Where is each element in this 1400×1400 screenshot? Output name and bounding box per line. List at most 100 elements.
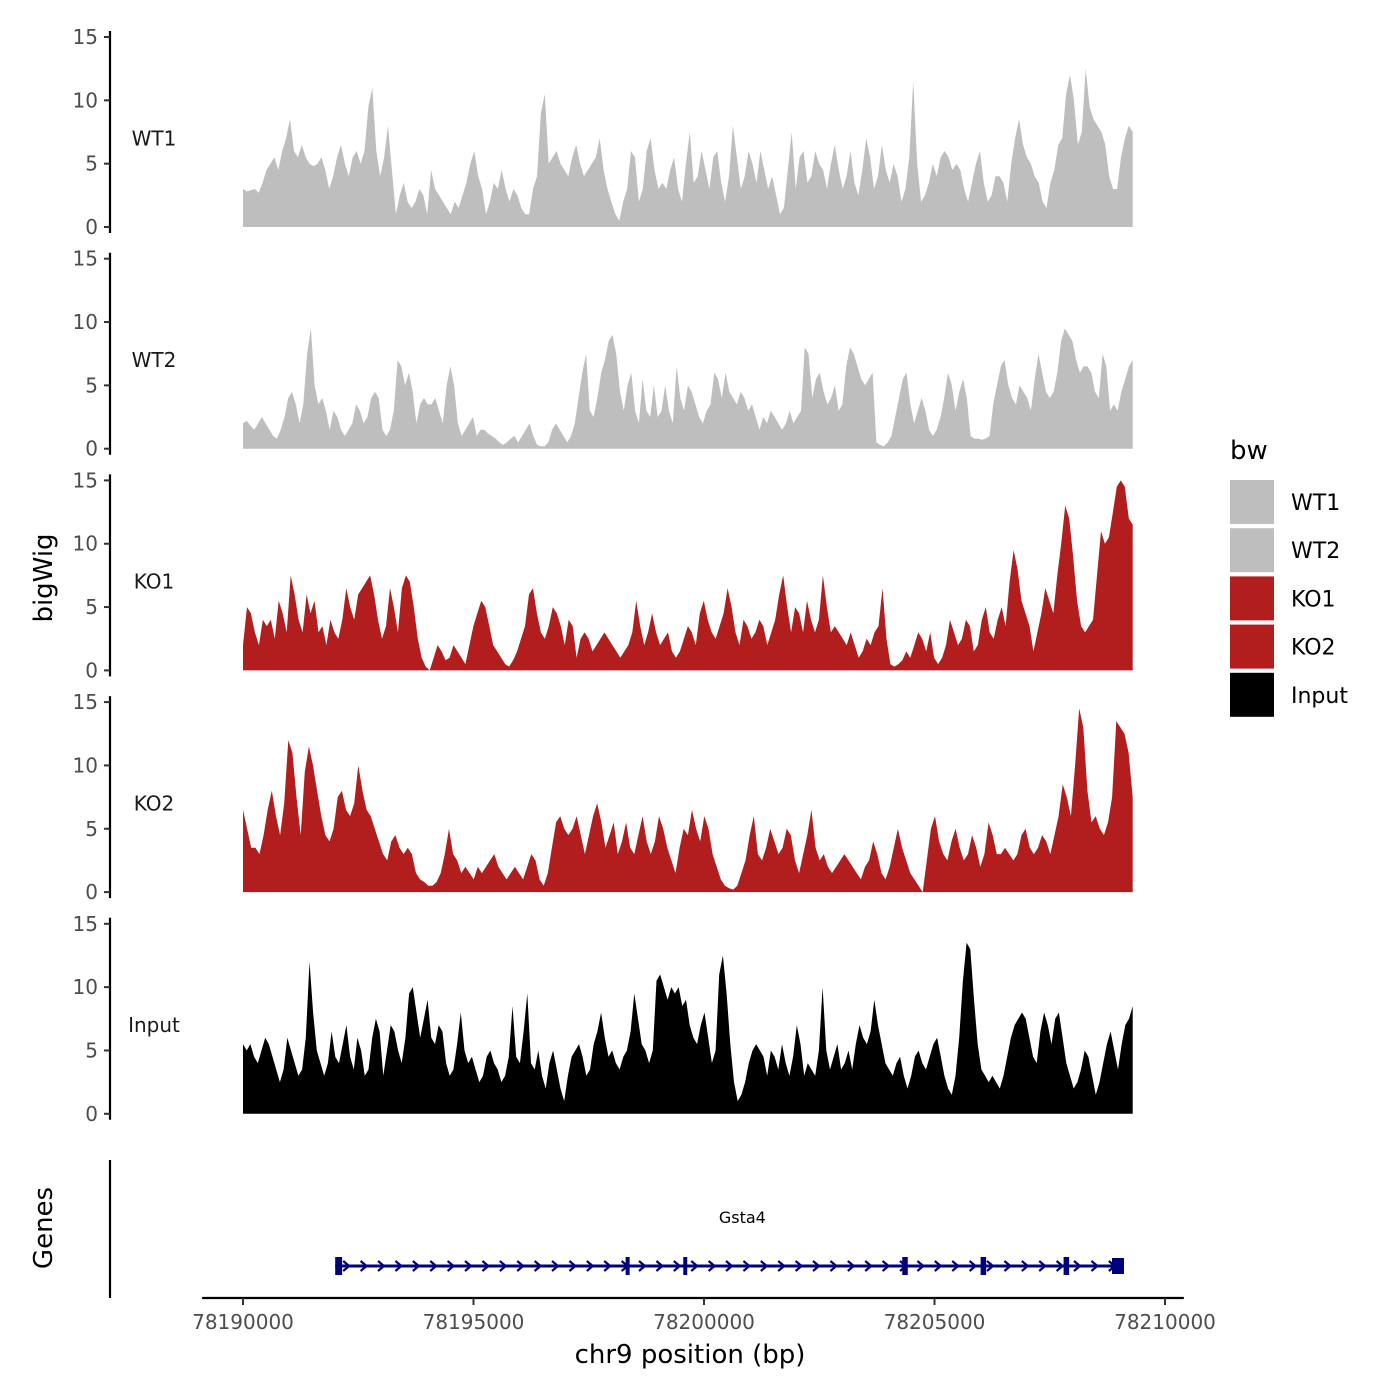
gene-exon bbox=[625, 1257, 630, 1275]
strand-arrow bbox=[1038, 1260, 1047, 1272]
strand-arrow bbox=[464, 1260, 473, 1272]
strand-arrow bbox=[551, 1260, 560, 1272]
strand-arrow bbox=[516, 1260, 525, 1272]
strand-arrow bbox=[533, 1260, 543, 1272]
gene-exon bbox=[335, 1257, 343, 1275]
y-tick-label: 5 bbox=[85, 595, 98, 619]
genes-axis-title: Genes bbox=[29, 1187, 59, 1269]
y-tick-label: 15 bbox=[73, 25, 98, 49]
y-tick-label: 10 bbox=[73, 975, 98, 999]
strand-arrow bbox=[1003, 1260, 1013, 1272]
strand-arrow bbox=[968, 1260, 978, 1272]
y-tick-label: 0 bbox=[85, 437, 98, 461]
strand-arrow bbox=[638, 1260, 647, 1272]
signal-area-ko2 bbox=[243, 708, 1133, 893]
gene-exon bbox=[683, 1257, 688, 1275]
legend-label-ko2: KO2 bbox=[1291, 636, 1336, 661]
strand-arrow bbox=[603, 1260, 612, 1272]
gene-exon bbox=[902, 1257, 908, 1275]
legend-swatch-ko1 bbox=[1230, 576, 1274, 621]
legend: bw WT1 WT2 KO1 KO2 Input bbox=[1230, 436, 1348, 717]
y-tick-label: 5 bbox=[85, 152, 98, 176]
y-tick-label: 5 bbox=[85, 373, 98, 397]
y-axis-title: bigWig bbox=[29, 533, 59, 622]
legend-swatch-ko2 bbox=[1230, 624, 1274, 669]
strand-arrow bbox=[342, 1260, 351, 1272]
gene-exon bbox=[1111, 1258, 1124, 1274]
strand-arrow bbox=[777, 1260, 786, 1272]
strand-arrow bbox=[481, 1260, 491, 1272]
strand-arrow bbox=[812, 1260, 821, 1272]
strand-arrow bbox=[725, 1260, 734, 1272]
strand-arrow bbox=[394, 1260, 404, 1272]
tracks: 0 5 10 15 WT1 0 5 10 15 WT2 0 5 10 15 KO1 0 5 10 15 KO2 0 5 10… bbox=[73, 25, 1133, 1126]
strand-arrow bbox=[916, 1260, 926, 1272]
y-tick-label: 15 bbox=[73, 912, 98, 936]
genes-panel: Gsta4 bbox=[108, 1160, 1124, 1298]
strand-arrow bbox=[377, 1260, 386, 1272]
strand-arrow bbox=[742, 1260, 752, 1272]
strand-arrow bbox=[986, 1260, 995, 1272]
y-tick-label: 10 bbox=[73, 753, 98, 777]
track-label: KO2 bbox=[134, 791, 175, 815]
y-tick-label: 15 bbox=[73, 690, 98, 714]
strand-arrow bbox=[568, 1260, 578, 1272]
x-tick-label: 78210000 bbox=[1114, 1310, 1216, 1334]
strand-arrow bbox=[881, 1260, 891, 1272]
strand-arrow bbox=[690, 1260, 699, 1272]
y-tick-label: 0 bbox=[85, 1102, 98, 1126]
track-label: WT2 bbox=[132, 348, 177, 372]
strand-arrow bbox=[934, 1260, 943, 1272]
y-tick-label: 10 bbox=[73, 532, 98, 556]
y-tick-label: 5 bbox=[85, 817, 98, 841]
y-tick-label: 15 bbox=[73, 468, 98, 492]
y-tick-label: 0 bbox=[85, 215, 98, 239]
strand-arrow bbox=[847, 1260, 856, 1272]
x-tick-label: 78205000 bbox=[884, 1310, 986, 1334]
x-axis-title: chr9 position (bp) bbox=[575, 1340, 806, 1370]
track-label: Input bbox=[128, 1013, 180, 1037]
legend-label-wt1: WT1 bbox=[1291, 491, 1340, 516]
strand-arrow bbox=[760, 1260, 769, 1272]
strand-arrow bbox=[673, 1260, 682, 1272]
legend-label-ko1: KO1 bbox=[1291, 587, 1336, 612]
y-tick-label: 10 bbox=[73, 88, 98, 112]
track-ko1: 0 5 10 15 KO1 bbox=[73, 468, 1133, 682]
track-label: KO1 bbox=[134, 570, 175, 594]
strand-arrow bbox=[794, 1260, 804, 1272]
strand-arrow bbox=[1073, 1260, 1082, 1272]
strand-arrow bbox=[1090, 1260, 1100, 1272]
legend-swatch-wt1 bbox=[1230, 480, 1274, 524]
track-wt1: 0 5 10 15 WT1 bbox=[73, 25, 1133, 239]
strand-arrow bbox=[499, 1260, 508, 1272]
x-axis: 78190000 78195000 78200000 78205000 78210000 bbox=[192, 1296, 1216, 1334]
gene-exon bbox=[1063, 1257, 1070, 1275]
x-tick-label: 78200000 bbox=[653, 1310, 755, 1334]
y-tick-label: 0 bbox=[85, 658, 98, 682]
y-tick-label: 0 bbox=[85, 880, 98, 904]
signal-area-wt2 bbox=[243, 328, 1133, 449]
y-tick-label: 15 bbox=[73, 247, 98, 271]
y-tick-label: 5 bbox=[85, 1038, 98, 1062]
legend-title: bw bbox=[1230, 436, 1268, 466]
strand-arrow bbox=[412, 1260, 421, 1272]
strand-arrow bbox=[864, 1260, 873, 1272]
gene-label: Gsta4 bbox=[719, 1208, 766, 1227]
strand-arrow bbox=[829, 1260, 839, 1272]
strand-arrow bbox=[586, 1260, 595, 1272]
track-ko2: 0 5 10 15 KO2 bbox=[73, 690, 1133, 904]
strand-arrow bbox=[707, 1260, 717, 1272]
strand-arrow bbox=[429, 1260, 438, 1272]
legend-swatch-input bbox=[1230, 672, 1274, 717]
strand-arrow bbox=[446, 1260, 456, 1272]
track-input: 0 5 10 15 Input bbox=[73, 912, 1133, 1126]
track-wt2: 0 5 10 15 WT2 bbox=[73, 247, 1133, 461]
signal-area-wt1 bbox=[243, 68, 1133, 227]
strand-arrow bbox=[655, 1260, 665, 1272]
signal-area-input bbox=[243, 942, 1133, 1114]
strand-arrow bbox=[1055, 1260, 1065, 1272]
x-tick-label: 78190000 bbox=[192, 1310, 294, 1334]
x-tick-label: 78195000 bbox=[423, 1310, 525, 1334]
signal-area-ko1 bbox=[243, 480, 1133, 671]
